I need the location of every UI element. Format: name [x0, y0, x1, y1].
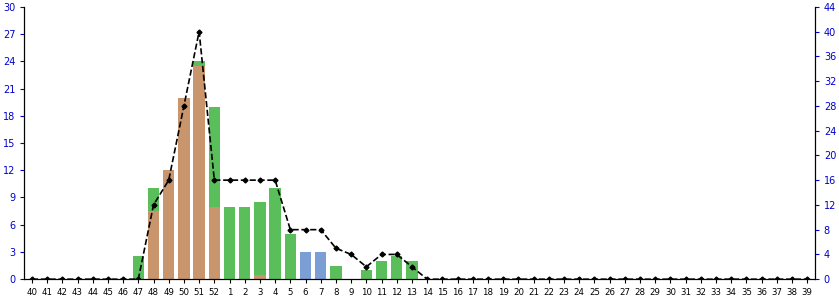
Bar: [315, 252, 326, 279]
Bar: [391, 256, 403, 279]
Bar: [331, 266, 341, 279]
Bar: [148, 211, 159, 279]
Bar: [406, 261, 418, 279]
Bar: [194, 61, 205, 66]
Bar: [194, 66, 205, 279]
Bar: [300, 252, 311, 279]
Bar: [254, 275, 266, 279]
Bar: [148, 188, 159, 211]
Bar: [284, 234, 296, 279]
Bar: [209, 107, 220, 206]
Bar: [224, 206, 235, 279]
Bar: [239, 206, 250, 279]
Bar: [376, 261, 388, 279]
Bar: [254, 202, 266, 275]
Bar: [178, 98, 190, 279]
Bar: [361, 270, 372, 279]
Bar: [163, 170, 175, 279]
Bar: [133, 256, 144, 279]
Bar: [209, 206, 220, 279]
Bar: [269, 188, 281, 279]
